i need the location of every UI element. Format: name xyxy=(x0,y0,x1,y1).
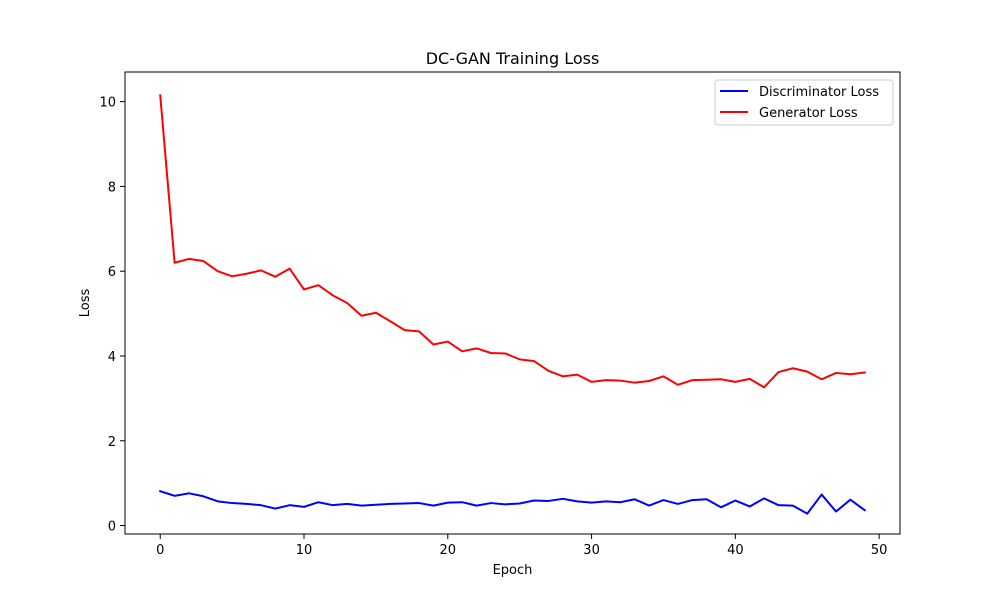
y-tick-label: 6 xyxy=(108,265,116,280)
y-tick-label: 4 xyxy=(108,350,116,365)
series-line-generator-loss xyxy=(159,94,866,389)
x-tick-label: 20 xyxy=(440,543,457,558)
x-tick-label: 10 xyxy=(296,543,313,558)
legend-box xyxy=(714,79,894,126)
y-axis-ticks: 0 2 4 6 8 10 xyxy=(99,96,125,535)
y-tick-label: 2 xyxy=(108,435,116,450)
x-axis-ticks: 0 10 20 30 40 50 xyxy=(156,534,887,558)
plot-lines xyxy=(158,94,867,515)
axes-frame xyxy=(124,71,901,535)
y-tick-label: 0 xyxy=(108,520,116,535)
x-tick-label: 0 xyxy=(156,543,164,558)
y-tick-label: 10 xyxy=(99,96,116,111)
x-tick-label: 30 xyxy=(583,543,600,558)
y-tick-label: 8 xyxy=(108,180,116,195)
x-tick-label: 40 xyxy=(727,543,744,558)
x-tick-label: 50 xyxy=(871,543,888,558)
x-axis-label: Epoch xyxy=(493,563,533,578)
chart-title: DC-GAN Training Loss xyxy=(426,49,600,68)
legend-label-discriminator: Discriminator Loss xyxy=(759,85,879,100)
legend-label-generator: Generator Loss xyxy=(759,106,858,121)
legend: Discriminator Loss Generator Loss xyxy=(714,79,894,126)
series-line-discriminator-loss xyxy=(158,489,867,515)
y-axis-label: Loss xyxy=(78,289,93,318)
